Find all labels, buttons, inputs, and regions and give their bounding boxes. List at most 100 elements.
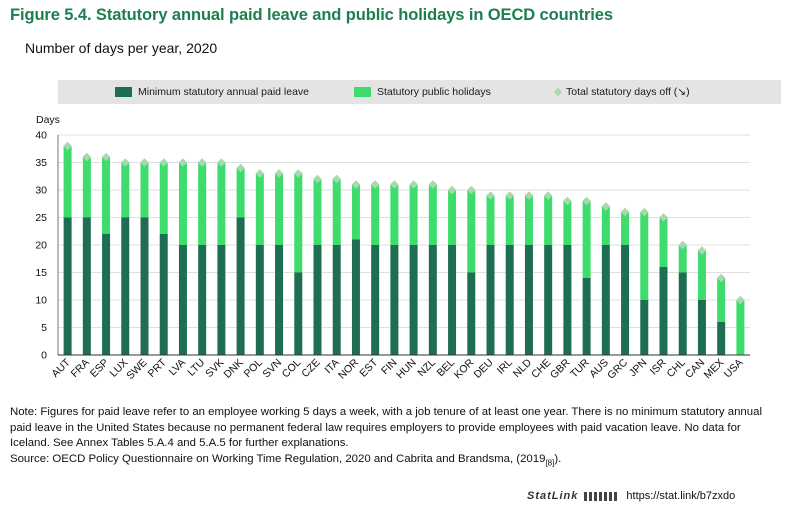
bar-public-holidays-ita — [332, 179, 341, 245]
x-tick-label-dnk: DNK — [222, 357, 246, 381]
x-tick-label-lva: LVA — [167, 357, 188, 378]
bar-paid-leave-nor — [351, 239, 360, 355]
y-tick-label: 35 — [35, 157, 47, 169]
bar-paid-leave-mex — [717, 322, 726, 355]
x-tick-label-svn: SVN — [260, 357, 284, 381]
x-tick-label-deu: DEU — [471, 357, 495, 381]
total-marker-hun — [409, 180, 418, 189]
x-tick-label-che: CHE — [529, 357, 553, 381]
total-marker-nzl — [428, 180, 438, 189]
bar-public-holidays-swe — [140, 162, 149, 218]
bar-paid-leave-nld — [524, 245, 533, 355]
bar-paid-leave-nzl — [428, 245, 437, 355]
bar-paid-leave-svn — [275, 245, 284, 355]
bar-paid-leave-che — [544, 245, 553, 355]
x-tick-label-chl: CHL — [664, 357, 687, 380]
statlink-url[interactable]: https://stat.link/b7zxdo — [626, 490, 736, 502]
bar-paid-leave-esp — [102, 234, 111, 355]
y-tick-label: 15 — [35, 267, 47, 279]
bar-paid-leave-ltu — [198, 245, 207, 355]
statlink-logo: StatLink — [527, 490, 579, 502]
total-marker-ita — [332, 174, 341, 184]
legend-diamond-marker-icon — [553, 87, 563, 97]
bar-paid-leave-prt — [159, 234, 168, 355]
x-tick-label-kor: KOR — [452, 356, 477, 381]
bar-public-holidays-che — [544, 195, 553, 245]
bar-public-holidays-pol — [255, 173, 264, 245]
bar-public-holidays-irl — [505, 195, 514, 245]
bar-public-holidays-tur — [582, 201, 591, 278]
x-tick-label-hun: HUN — [394, 357, 419, 382]
figure-note: Note: Figures for paid leave refer to an… — [10, 405, 780, 470]
y-tick-label: 0 — [41, 350, 47, 362]
bar-public-holidays-aut — [63, 146, 72, 218]
bar-paid-leave-kor — [467, 272, 476, 355]
bar-public-holidays-kor — [467, 190, 476, 273]
x-tick-label-jpn: JPN — [627, 357, 650, 380]
x-tick-label-fra: FRA — [69, 357, 92, 380]
x-tick-label-svk: SVK — [203, 357, 226, 380]
x-tick-label-gbr: GBR — [548, 356, 573, 381]
x-tick-label-isr: ISR — [648, 356, 669, 377]
bar-paid-leave-tur — [582, 278, 591, 355]
bar-paid-leave-est — [371, 245, 380, 355]
bar-public-holidays-isr — [659, 217, 668, 267]
bar-public-holidays-lva — [178, 162, 187, 245]
x-tick-label-col: COL — [280, 357, 304, 381]
x-tick-label-grc: GRC — [605, 356, 630, 381]
bar-paid-leave-col — [294, 272, 303, 355]
y-axis-label: Days — [36, 114, 60, 126]
legend-item-paid-leave: Minimum statutory annual paid leave — [115, 86, 309, 98]
bar-public-holidays-est — [371, 184, 380, 245]
bar-public-holidays-jpn — [640, 212, 649, 300]
y-tick-label: 20 — [35, 240, 47, 252]
total-marker-bel — [447, 185, 457, 195]
bar-paid-leave-fin — [390, 245, 399, 355]
bar-paid-leave-chl — [678, 272, 687, 355]
bar-paid-leave-pol — [255, 245, 264, 355]
bar-paid-leave-aus — [601, 245, 610, 355]
total-marker-est — [370, 180, 380, 189]
bar-paid-leave-lux — [121, 217, 130, 355]
x-tick-label-est: EST — [357, 356, 380, 379]
x-tick-label-mex: MEX — [702, 357, 727, 382]
bar-public-holidays-prt — [159, 162, 168, 234]
total-marker-usa — [736, 295, 745, 305]
bar-public-holidays-deu — [486, 195, 495, 245]
bar-public-holidays-nzl — [428, 184, 437, 245]
bar-paid-leave-grc — [621, 245, 630, 355]
bar-public-holidays-dnk — [236, 168, 245, 218]
x-tick-label-can: CAN — [683, 357, 707, 381]
source-ref: [8] — [545, 457, 555, 467]
bar-paid-leave-dnk — [236, 217, 245, 355]
total-marker-irl — [505, 191, 514, 200]
x-tick-label-nld: NLD — [511, 356, 535, 380]
bar-public-holidays-chl — [678, 245, 687, 273]
x-tick-label-prt: PRT — [146, 356, 170, 380]
note-text: Note: Figures for paid leave refer to an… — [10, 406, 762, 449]
x-tick-label-usa: USA — [722, 357, 746, 381]
legend-swatch-paid-leave — [115, 87, 132, 97]
bar-public-holidays-nor — [351, 184, 360, 240]
y-tick-label: 25 — [35, 212, 47, 224]
bar-public-holidays-gbr — [563, 201, 572, 245]
statlink-barcode-icon — [584, 491, 619, 501]
legend-label-total: Total statutory days off (↘) — [566, 86, 690, 98]
bar-paid-leave-ita — [332, 245, 341, 355]
bar-public-holidays-hun — [409, 184, 418, 245]
bar-paid-leave-fra — [82, 217, 91, 355]
bar-paid-leave-hun — [409, 245, 418, 355]
bar-public-holidays-svn — [275, 173, 284, 245]
bar-public-holidays-col — [294, 173, 303, 273]
bar-paid-leave-swe — [140, 217, 149, 355]
bar-paid-leave-isr — [659, 267, 668, 355]
x-tick-label-esp: ESP — [88, 357, 111, 380]
bar-paid-leave-can — [697, 300, 706, 355]
total-marker-col — [294, 169, 303, 178]
bar-paid-leave-svk — [217, 245, 226, 355]
legend-swatch-public-holidays — [354, 87, 371, 97]
bar-public-holidays-svk — [217, 162, 226, 245]
legend-item-total: Total statutory days off (↘) — [553, 86, 690, 98]
y-tick-label: 10 — [35, 295, 47, 307]
bar-public-holidays-can — [697, 250, 706, 300]
